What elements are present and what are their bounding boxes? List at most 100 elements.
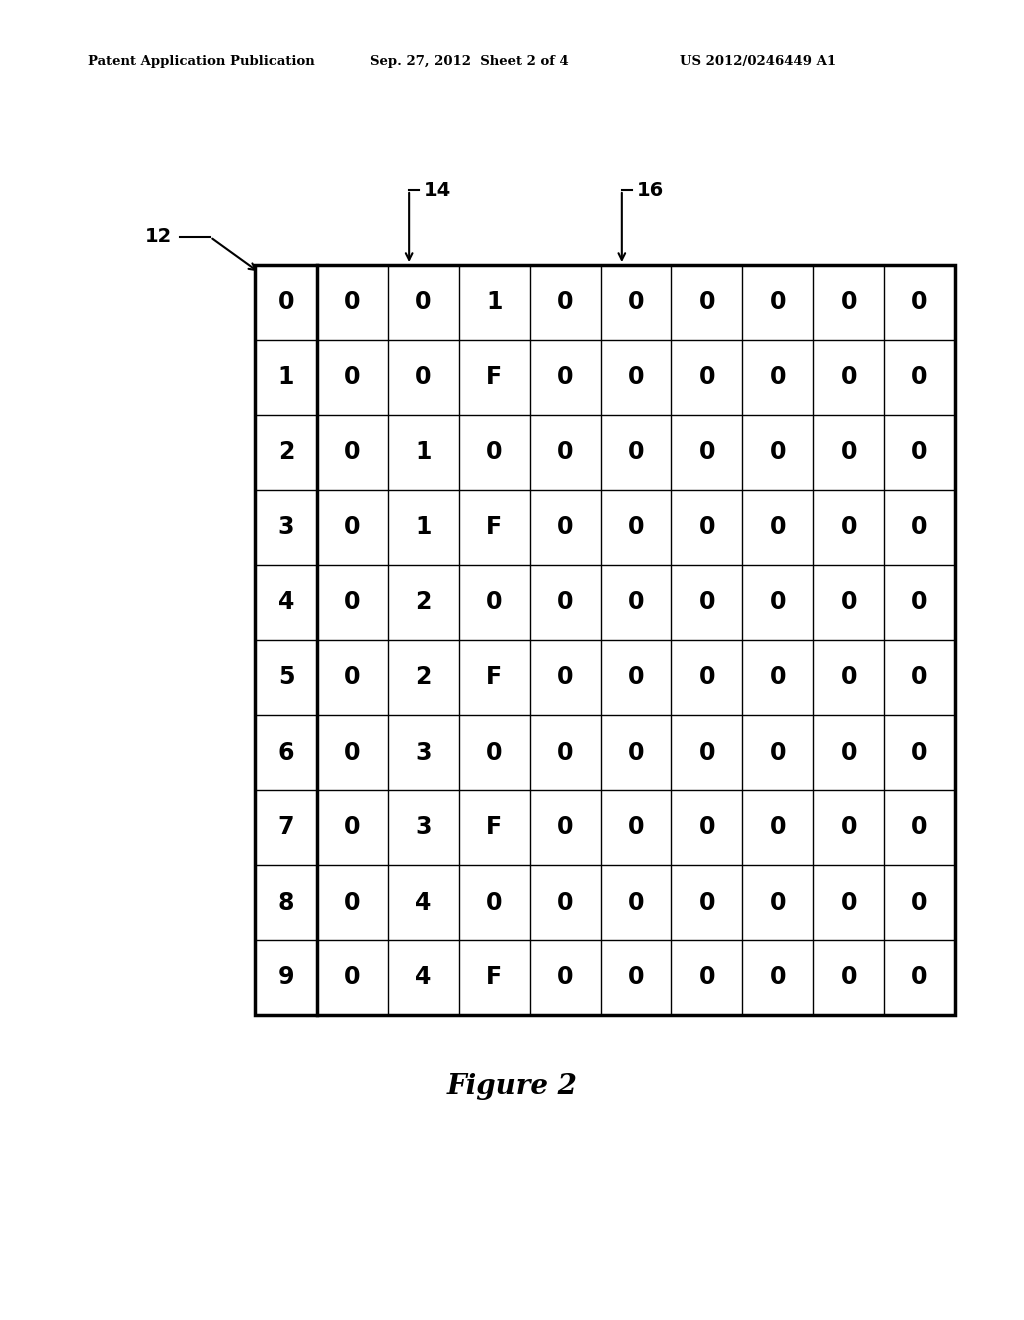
- Text: 0: 0: [698, 590, 715, 615]
- Text: 4: 4: [278, 590, 294, 615]
- Text: 0: 0: [557, 741, 573, 764]
- Text: 0: 0: [698, 290, 715, 314]
- Text: 0: 0: [911, 965, 928, 990]
- Text: 0: 0: [769, 965, 786, 990]
- Text: 0: 0: [557, 590, 573, 615]
- Text: 0: 0: [698, 516, 715, 540]
- Text: 0: 0: [344, 441, 360, 465]
- Text: 7: 7: [278, 816, 294, 840]
- Text: 0: 0: [841, 965, 857, 990]
- Text: 0: 0: [486, 741, 503, 764]
- Text: 0: 0: [769, 366, 786, 389]
- Text: 0: 0: [698, 441, 715, 465]
- Text: 0: 0: [911, 366, 928, 389]
- Text: 4: 4: [415, 965, 431, 990]
- Text: 1: 1: [486, 290, 503, 314]
- Text: 0: 0: [344, 891, 360, 915]
- Text: 0: 0: [911, 516, 928, 540]
- Text: 3: 3: [278, 516, 294, 540]
- Text: 0: 0: [344, 965, 360, 990]
- Text: 1: 1: [415, 516, 431, 540]
- Text: 0: 0: [769, 441, 786, 465]
- Text: 0: 0: [769, 741, 786, 764]
- Text: 6: 6: [278, 741, 294, 764]
- Text: US 2012/0246449 A1: US 2012/0246449 A1: [680, 55, 837, 69]
- Text: 0: 0: [628, 816, 644, 840]
- Text: 0: 0: [769, 665, 786, 689]
- Text: F: F: [486, 516, 503, 540]
- Text: 0: 0: [557, 441, 573, 465]
- Text: 5: 5: [278, 665, 294, 689]
- Text: 0: 0: [769, 891, 786, 915]
- Text: 0: 0: [486, 891, 503, 915]
- Text: 0: 0: [344, 516, 360, 540]
- Text: 0: 0: [278, 290, 294, 314]
- Text: F: F: [486, 816, 503, 840]
- Text: 14: 14: [424, 181, 452, 199]
- Text: 1: 1: [278, 366, 294, 389]
- Text: 0: 0: [698, 366, 715, 389]
- Text: F: F: [486, 665, 503, 689]
- Text: 12: 12: [144, 227, 172, 247]
- Text: 0: 0: [344, 816, 360, 840]
- Text: 0: 0: [769, 516, 786, 540]
- Text: 0: 0: [841, 366, 857, 389]
- Text: 0: 0: [698, 665, 715, 689]
- Text: 0: 0: [628, 590, 644, 615]
- Text: 0: 0: [628, 516, 644, 540]
- Text: 0: 0: [698, 741, 715, 764]
- Text: 0: 0: [841, 290, 857, 314]
- Bar: [255, 265, 955, 1015]
- Text: 0: 0: [769, 590, 786, 615]
- Text: 0: 0: [344, 290, 360, 314]
- Text: 0: 0: [557, 665, 573, 689]
- Text: 0: 0: [344, 741, 360, 764]
- Text: 0: 0: [557, 516, 573, 540]
- Text: 8: 8: [278, 891, 294, 915]
- Text: Sep. 27, 2012  Sheet 2 of 4: Sep. 27, 2012 Sheet 2 of 4: [370, 55, 568, 69]
- Text: 0: 0: [557, 816, 573, 840]
- Text: 0: 0: [557, 290, 573, 314]
- Text: 0: 0: [769, 290, 786, 314]
- Text: 0: 0: [486, 590, 503, 615]
- Text: 2: 2: [278, 441, 294, 465]
- Text: 0: 0: [344, 665, 360, 689]
- Text: Patent Application Publication: Patent Application Publication: [88, 55, 314, 69]
- Text: 0: 0: [486, 441, 503, 465]
- Text: Figure 2: Figure 2: [446, 1073, 578, 1101]
- Text: 0: 0: [911, 290, 928, 314]
- Text: 0: 0: [841, 741, 857, 764]
- Text: 0: 0: [628, 741, 644, 764]
- Text: 0: 0: [769, 816, 786, 840]
- Text: 0: 0: [557, 965, 573, 990]
- Text: 0: 0: [628, 891, 644, 915]
- Text: 0: 0: [841, 590, 857, 615]
- Text: 0: 0: [841, 516, 857, 540]
- Text: 3: 3: [415, 816, 431, 840]
- Text: 0: 0: [841, 891, 857, 915]
- Text: 4: 4: [415, 891, 431, 915]
- Text: 0: 0: [911, 665, 928, 689]
- Text: 16: 16: [637, 181, 665, 199]
- Text: 0: 0: [911, 741, 928, 764]
- Text: 0: 0: [698, 816, 715, 840]
- Text: 0: 0: [911, 891, 928, 915]
- Text: 0: 0: [344, 590, 360, 615]
- Text: 9: 9: [278, 965, 294, 990]
- Text: 2: 2: [415, 590, 431, 615]
- Text: 0: 0: [911, 441, 928, 465]
- Text: 0: 0: [628, 290, 644, 314]
- Text: 0: 0: [698, 891, 715, 915]
- Text: 0: 0: [841, 816, 857, 840]
- Text: 0: 0: [344, 366, 360, 389]
- Text: 0: 0: [911, 816, 928, 840]
- Text: 0: 0: [628, 366, 644, 389]
- Text: F: F: [486, 965, 503, 990]
- Text: 0: 0: [841, 665, 857, 689]
- Text: 3: 3: [415, 741, 431, 764]
- Text: F: F: [486, 366, 503, 389]
- Text: 0: 0: [628, 441, 644, 465]
- Text: 0: 0: [415, 290, 431, 314]
- Text: 0: 0: [841, 441, 857, 465]
- Text: 0: 0: [911, 590, 928, 615]
